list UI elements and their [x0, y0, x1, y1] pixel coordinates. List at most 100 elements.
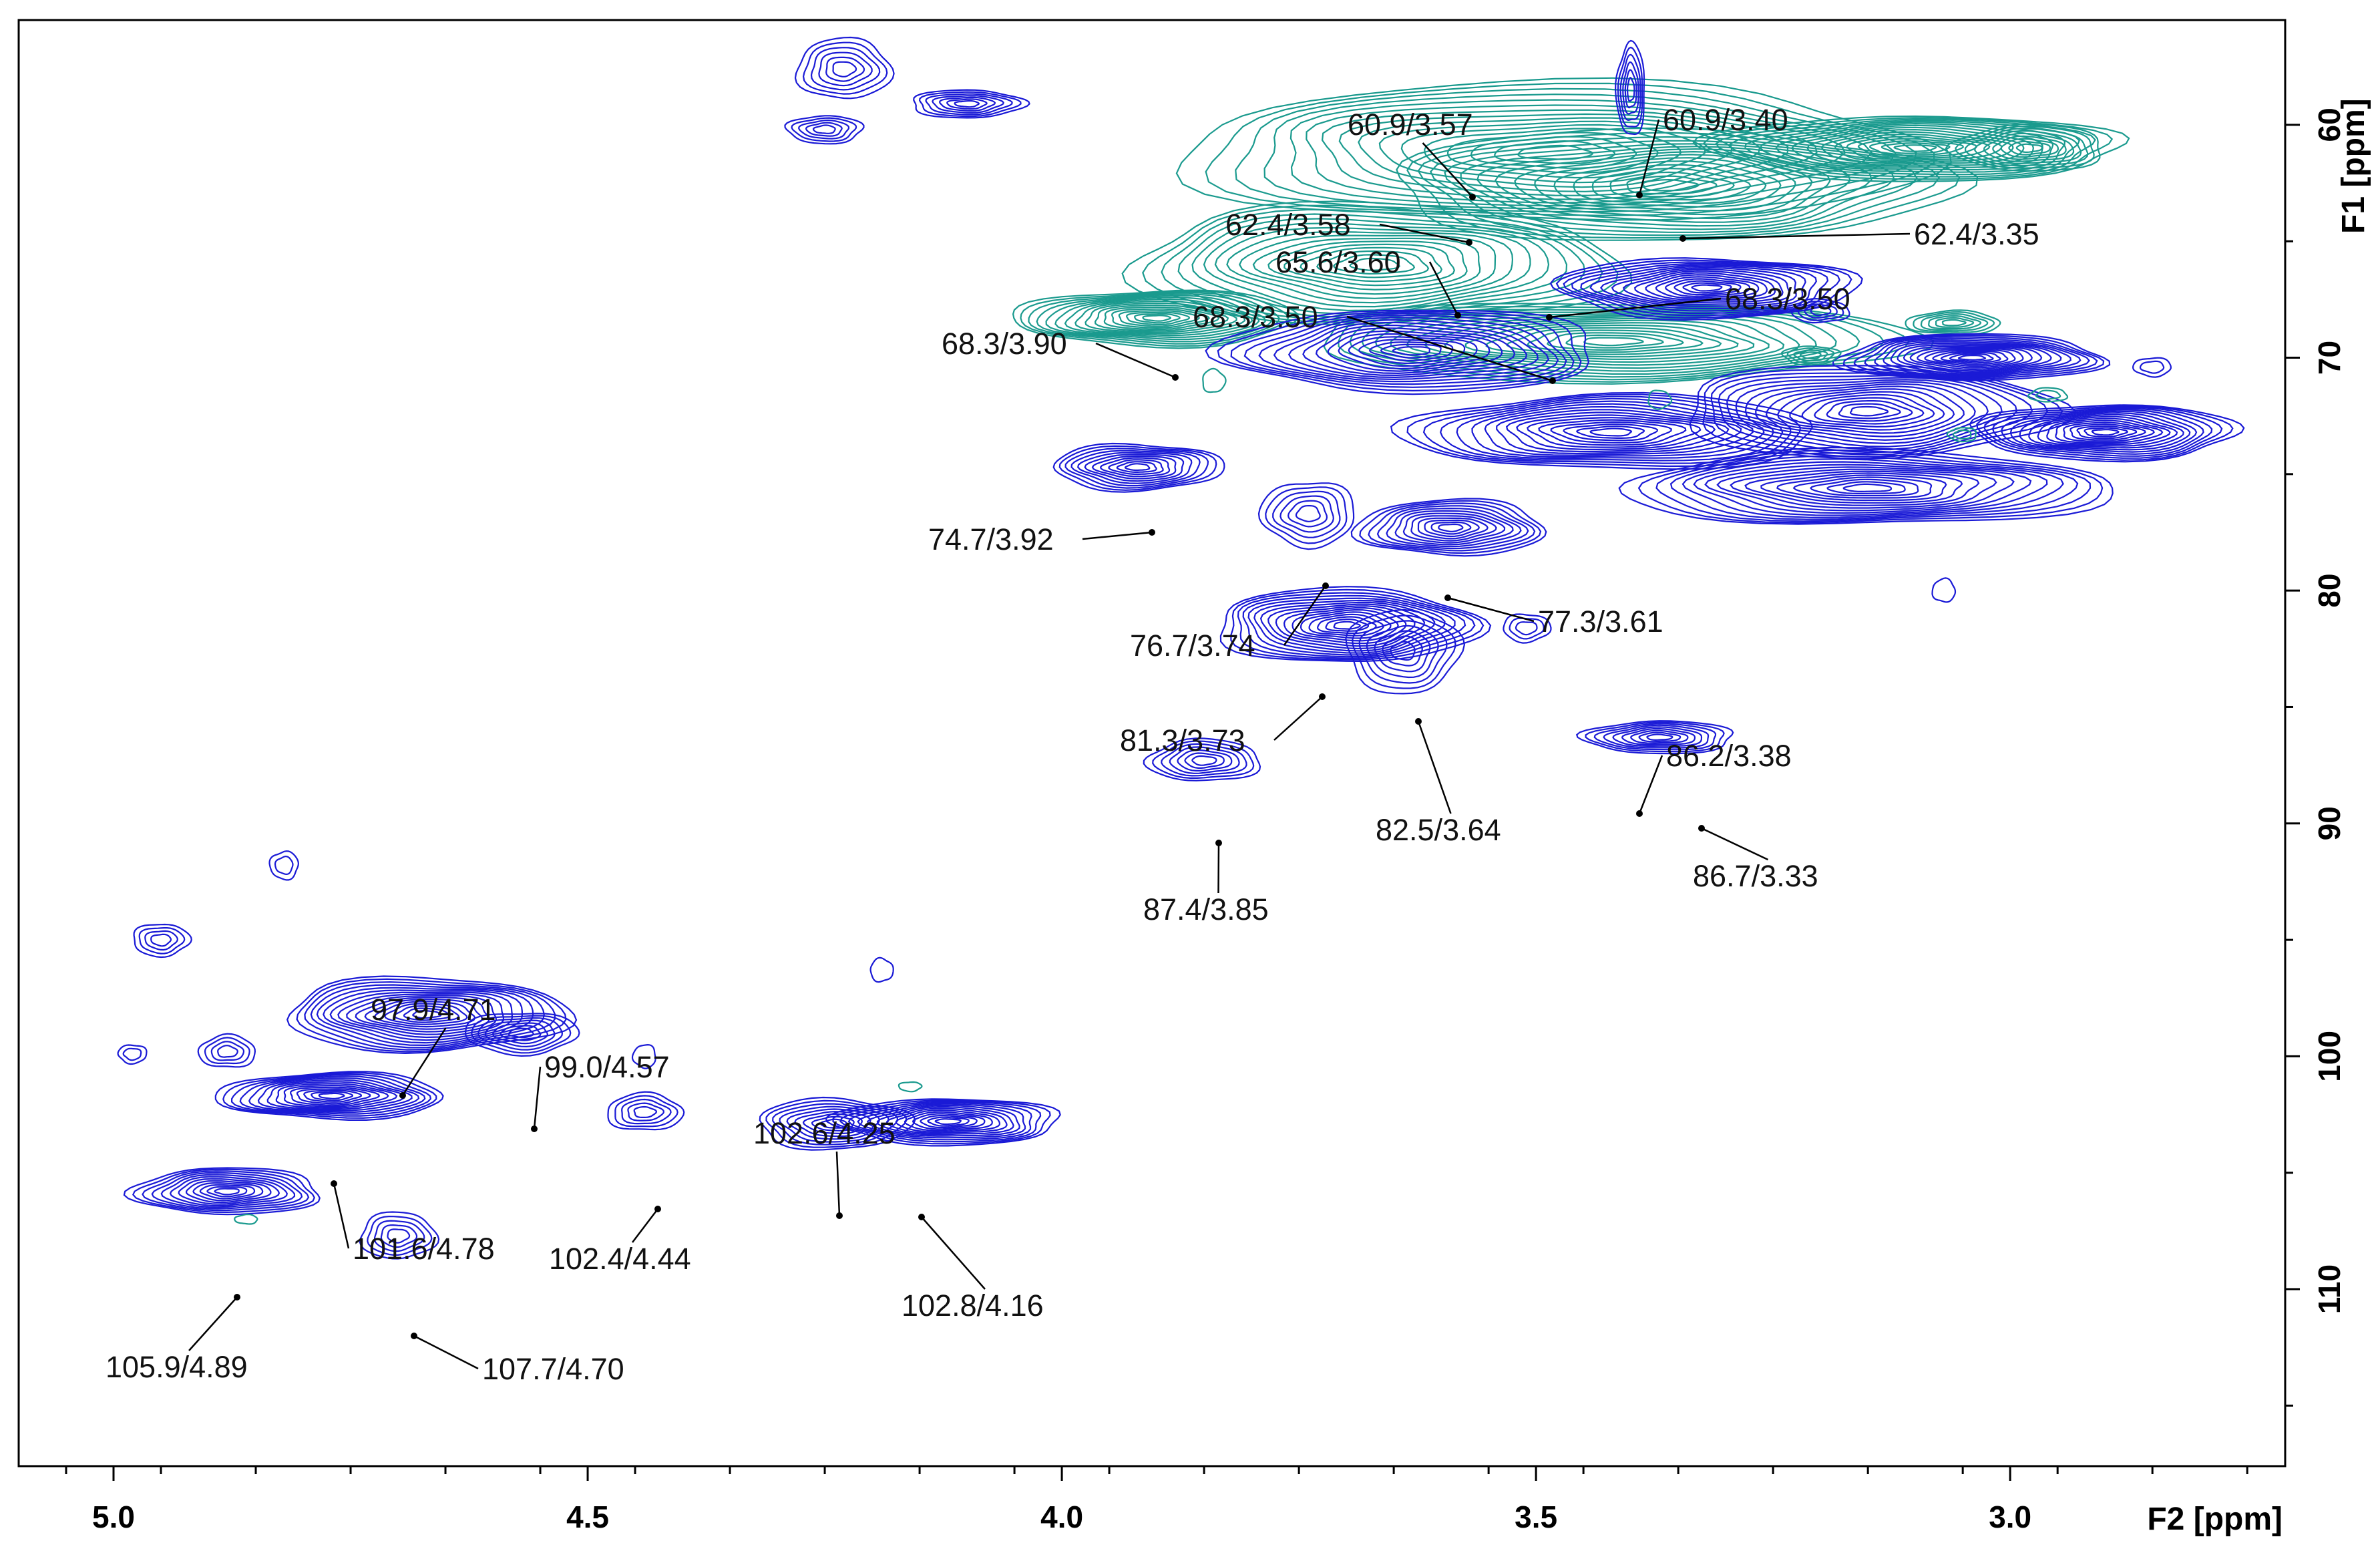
contour-line: [1924, 349, 2016, 367]
contour-line: [1283, 607, 1407, 645]
contour-line: [784, 115, 865, 145]
contour-line: [1992, 135, 2067, 160]
contour-line: [138, 927, 186, 955]
peak-label: 101.6/4.78: [353, 1232, 495, 1266]
contour-line: [1744, 381, 1989, 445]
contour-line: [1338, 333, 1491, 370]
contour-line: [1527, 417, 1702, 448]
contour-line: [1941, 319, 1967, 327]
contour-line: [1267, 240, 1468, 291]
contour-line: [1516, 414, 1716, 451]
contour-line: [274, 855, 294, 876]
contour-line: [1316, 616, 1377, 635]
contour-line: [1765, 385, 1965, 438]
contour-line: [1810, 306, 1832, 317]
contour-line: [954, 100, 980, 108]
contour-line: [2055, 419, 2164, 444]
peak-marker: [1149, 529, 1155, 536]
contour-line: [364, 999, 483, 1030]
contour-line: [508, 1027, 534, 1039]
contour-line: [857, 1103, 1026, 1139]
peak-leader-line: [413, 1335, 479, 1370]
contour-line: [1614, 39, 1645, 136]
contour-line: [1682, 282, 1732, 294]
contour-line: [1792, 349, 1828, 362]
contour-line: [471, 1015, 572, 1054]
contour-line: [1496, 409, 1742, 455]
contour-line: [1476, 148, 1851, 223]
peak-label: 62.4/3.35: [1914, 217, 2039, 251]
contour-line: [1429, 140, 1918, 233]
contour-line: [2037, 415, 2178, 447]
contour-line: [268, 850, 300, 881]
contour-peak-2: [1692, 115, 2130, 182]
contour-line: [169, 1176, 288, 1207]
peak-leader-line: [1273, 696, 1323, 741]
contour-peak-14: [1390, 391, 1814, 470]
contour-peak-27: [759, 1096, 916, 1151]
contour-line: [1637, 449, 2104, 524]
contour-line: [1235, 88, 1917, 213]
contour-line: [1402, 512, 1506, 544]
contour-line: [1074, 300, 1246, 335]
contour-line: [920, 1115, 978, 1129]
contour-line: [373, 1220, 425, 1252]
contour-line: [1619, 53, 1641, 122]
contour-peak-42: [1503, 613, 1552, 644]
contour-line: [1265, 486, 1348, 544]
contour-line: [1550, 421, 1672, 444]
peak-label: 86.2/3.38: [1666, 739, 1792, 773]
contour-line: [1655, 452, 2092, 522]
contour-line: [1091, 455, 1177, 480]
contour-line: [316, 987, 534, 1047]
f1-tick-label: 100: [2312, 1031, 2347, 1082]
peak-label: 86.7/3.33: [1693, 859, 1818, 893]
contour-line: [1546, 332, 1685, 351]
contour-line: [1084, 302, 1237, 333]
contour-line: [1191, 755, 1217, 766]
contour-line: [1638, 731, 1681, 743]
contour-line: [199, 1184, 256, 1200]
contour-peak-21: [1575, 720, 1734, 755]
contour-line: [1315, 327, 1516, 375]
contour-line: [477, 1017, 564, 1051]
contour-line: [1589, 265, 1806, 310]
contour-line: [1203, 222, 1550, 312]
contour-line: [1169, 746, 1240, 774]
contour-line: [1692, 115, 2130, 182]
contour-line: [1983, 132, 2075, 162]
contour-line: [393, 1005, 459, 1023]
peak-leader-line: [1422, 142, 1473, 198]
peak-label: 97.9/4.71: [371, 993, 496, 1027]
contour-peak-10: [1205, 309, 1590, 395]
peak-leader-line: [1428, 261, 1459, 316]
peak-label: 87.4/3.85: [1143, 892, 1269, 926]
contour-peak-15: [1618, 446, 2114, 525]
peak-marker: [234, 1294, 240, 1301]
contour-line: [1358, 620, 1448, 684]
contour-line: [898, 1081, 923, 1093]
contour-line: [197, 1033, 256, 1068]
peak-marker: [331, 1180, 337, 1187]
contour-line: [1589, 427, 1633, 437]
contour-line: [1267, 603, 1426, 650]
contour-line: [337, 993, 505, 1039]
contour-peak-45: [1202, 367, 1227, 393]
contour-peak-18: [1350, 498, 1547, 557]
peak-label: 76.7/3.74: [1130, 629, 1255, 663]
contour-line: [794, 36, 895, 100]
contour-peak-1: [1396, 127, 1979, 241]
contour-line: [1316, 250, 1430, 279]
peak-label: 68.3/3.50: [1193, 300, 1318, 334]
contour-line: [1275, 605, 1416, 647]
contour-line: [1946, 427, 1977, 443]
contour-line: [1345, 609, 1466, 695]
contour-line: [1583, 337, 1644, 347]
contour-line: [812, 124, 836, 134]
contour-line: [2015, 143, 2043, 153]
peak-marker: [399, 1092, 406, 1099]
contour-line: [1957, 355, 1987, 361]
contour-line: [1868, 140, 1965, 156]
peak-marker: [1466, 239, 1472, 246]
contour-line: [1646, 733, 1673, 741]
